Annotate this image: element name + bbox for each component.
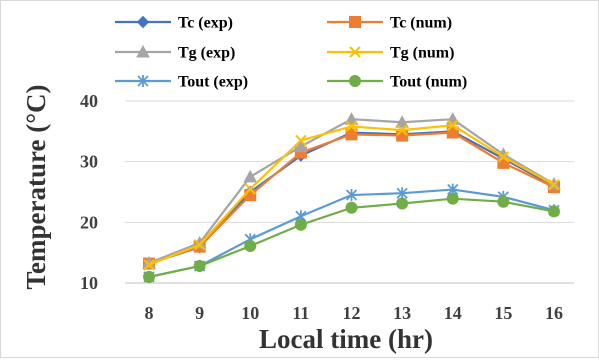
legend-item: Tc (num): [327, 15, 452, 32]
legend-item: Tc (exp): [115, 15, 233, 32]
legend-item: Tg (exp): [115, 45, 235, 62]
y-tick-label: 20: [80, 212, 98, 232]
legend-item: Tout (num): [327, 74, 467, 91]
legend-item: Tout (exp): [115, 74, 248, 91]
legend-label: Tout (exp): [178, 74, 248, 91]
x-tick-label: 12: [343, 303, 361, 323]
series-tout-num: [143, 192, 560, 283]
x-axis-ticks: 8 9 10 11 12 13 14 15 16: [145, 303, 564, 323]
data-point: [548, 205, 560, 218]
data-point: [244, 183, 256, 195]
legend-marker: [136, 44, 150, 58]
data-point: [244, 239, 257, 252]
data-point: [396, 187, 408, 200]
data-point: [193, 239, 206, 251]
data-point: [143, 259, 155, 271]
legend-marker: [349, 75, 361, 87]
legend: Tc (exp) Tc (num) Tg (exp) Tg (num) Tout (ex…: [115, 15, 467, 91]
data-point: [345, 128, 358, 141]
legend-label: Tg (exp): [178, 45, 235, 62]
x-tick-label: 15: [494, 303, 512, 323]
y-tick-label: 30: [80, 152, 98, 172]
data-point: [548, 179, 560, 191]
data-point: [243, 169, 258, 183]
y-tick-label: 10: [80, 273, 98, 293]
y-axis-ticks: 10 20 30 40: [80, 91, 98, 293]
data-point: [396, 124, 408, 136]
legend-marker: [137, 75, 149, 87]
x-tick-label: 14: [444, 303, 462, 323]
x-tick-label: 16: [545, 303, 563, 323]
legend-item: Tg (num): [327, 45, 454, 62]
series-tg-num: [143, 119, 560, 271]
legend-label: Tc (num): [390, 15, 452, 32]
data-point: [497, 151, 510, 163]
series-layer: [142, 112, 561, 283]
legend-marker: [349, 46, 361, 58]
y-tick-label: 40: [80, 91, 98, 111]
y-axis-title: Temperature (°C): [21, 84, 51, 289]
data-point: [395, 115, 409, 128]
x-tick-label: 13: [393, 303, 411, 323]
data-point: [244, 189, 257, 202]
data-point: [345, 120, 358, 133]
x-tick-label: 10: [241, 303, 259, 323]
legend-label: Tc (exp): [178, 15, 233, 32]
legend-marker: [349, 16, 361, 28]
x-tick-label: 9: [195, 303, 204, 323]
data-point: [294, 139, 308, 152]
legend-marker: [136, 15, 150, 29]
data-point: [497, 195, 510, 208]
data-point: [193, 260, 206, 273]
data-point: [345, 189, 358, 202]
data-point: [295, 134, 307, 147]
data-point: [143, 270, 155, 283]
x-tick-label: 8: [145, 303, 154, 323]
data-point: [396, 129, 409, 142]
x-axis-title: Local time (hr): [259, 324, 433, 354]
data-point: [294, 218, 307, 231]
data-point: [396, 197, 409, 210]
data-point: [446, 126, 459, 139]
x-tick-label: 11: [292, 303, 309, 323]
data-point: [344, 112, 359, 125]
data-point: [345, 201, 358, 214]
data-point: [446, 192, 459, 205]
legend-label: Tout (num): [390, 74, 467, 91]
legend-label: Tg (num): [390, 45, 454, 62]
data-point: [447, 119, 459, 131]
